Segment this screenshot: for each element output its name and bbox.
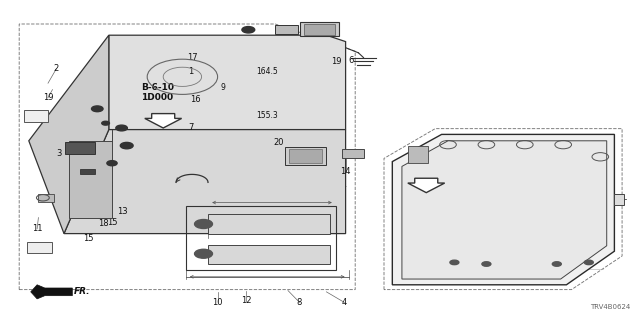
Text: 10: 10: [212, 298, 223, 307]
Polygon shape: [24, 110, 48, 122]
Polygon shape: [31, 285, 72, 299]
Polygon shape: [614, 194, 624, 205]
Circle shape: [552, 262, 561, 266]
Text: 6: 6: [348, 56, 353, 65]
Circle shape: [107, 161, 117, 166]
Text: 9: 9: [532, 207, 537, 216]
Text: 19: 19: [331, 57, 341, 66]
Polygon shape: [289, 149, 322, 163]
Text: B-6-10
1D000: B-6-10 1D000: [141, 83, 174, 102]
Polygon shape: [38, 194, 54, 202]
Text: TRV4B0624: TRV4B0624: [590, 304, 630, 310]
Polygon shape: [64, 130, 346, 234]
Text: 19: 19: [43, 93, 53, 102]
Polygon shape: [408, 178, 445, 193]
Polygon shape: [29, 35, 109, 234]
Text: 15: 15: [107, 218, 117, 227]
Text: 9: 9: [220, 83, 225, 92]
Polygon shape: [408, 146, 428, 163]
Text: 16: 16: [190, 95, 200, 104]
Text: 2: 2: [54, 64, 59, 73]
Polygon shape: [402, 141, 607, 279]
Polygon shape: [342, 149, 364, 158]
Text: 13: 13: [118, 207, 128, 216]
Text: 164.5: 164.5: [257, 67, 278, 76]
Circle shape: [195, 249, 212, 258]
Text: 155.3: 155.3: [257, 111, 278, 120]
Polygon shape: [80, 169, 95, 174]
Text: 7: 7: [188, 124, 193, 132]
Text: 20: 20: [273, 138, 284, 147]
Circle shape: [120, 142, 133, 149]
Text: FR.: FR.: [74, 287, 91, 296]
Text: 12: 12: [241, 296, 252, 305]
Text: 13: 13: [104, 181, 114, 190]
Polygon shape: [69, 130, 112, 218]
Circle shape: [116, 125, 127, 131]
Polygon shape: [275, 25, 298, 34]
Polygon shape: [145, 114, 182, 128]
Circle shape: [242, 27, 255, 33]
Circle shape: [102, 121, 109, 125]
Circle shape: [482, 262, 491, 266]
Polygon shape: [109, 35, 346, 130]
Polygon shape: [392, 134, 614, 285]
Text: 8: 8: [297, 298, 302, 307]
Bar: [208, 245, 330, 264]
Text: 1: 1: [188, 68, 193, 76]
Text: 5: 5: [73, 175, 78, 184]
Bar: [186, 206, 336, 270]
Polygon shape: [304, 24, 335, 35]
Text: 4: 4: [342, 298, 347, 307]
Polygon shape: [27, 242, 52, 253]
Circle shape: [195, 220, 212, 228]
Text: 14: 14: [340, 167, 351, 176]
Circle shape: [450, 260, 459, 265]
Text: 3: 3: [56, 149, 61, 158]
Text: 18: 18: [99, 220, 109, 228]
Polygon shape: [65, 142, 95, 154]
Text: B-6-10
1D000: B-6-10 1D000: [404, 189, 438, 208]
Polygon shape: [285, 147, 326, 165]
Text: 15: 15: [83, 234, 93, 243]
Text: 11: 11: [32, 224, 42, 233]
Circle shape: [584, 260, 593, 265]
Circle shape: [92, 106, 103, 112]
Polygon shape: [300, 22, 339, 36]
Text: 17: 17: [187, 53, 197, 62]
Bar: [208, 214, 330, 234]
